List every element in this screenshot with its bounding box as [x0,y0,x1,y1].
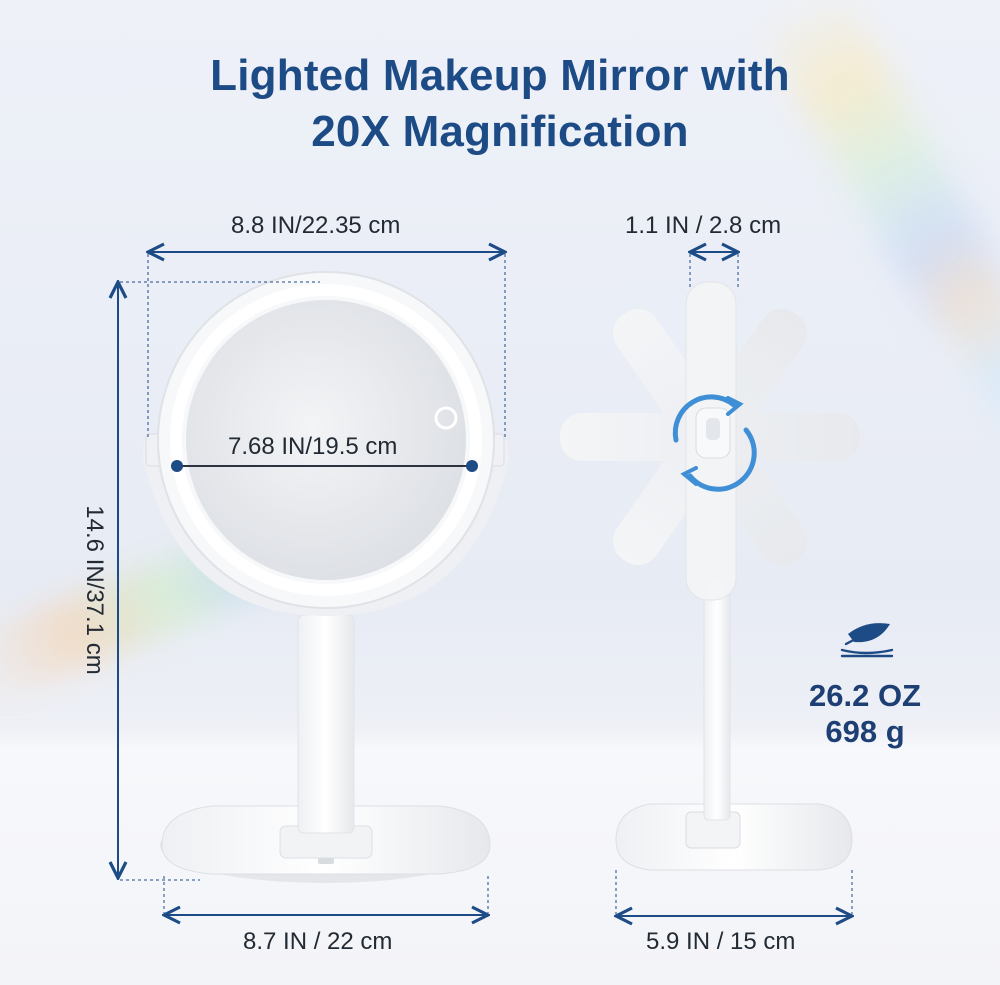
front-dimension-lines [118,252,505,915]
front-mirror [142,271,509,883]
rotate-icon [672,394,757,492]
front-pole [297,614,355,834]
base-width-label: 8.7 IN / 22 cm [243,928,393,955]
headline-line-2: 20X Magnification [311,107,689,156]
height-label: 14.6 IN/37.1 cm [81,505,108,675]
led-ring [170,284,482,596]
usb-port [318,858,334,864]
touch-button-icon [434,406,458,430]
feather-scale-icon [840,623,894,658]
weight-block: 26.2 OZ 698 g [780,678,950,750]
weight-oz: 26.2 OZ [809,678,921,713]
headline: Lighted Makeup Mirror with 20X Magnifica… [0,48,1000,160]
top-width-label: 8.8 IN/22.35 cm [231,212,401,239]
headline-line-1: Lighted Makeup Mirror with [210,51,790,100]
side-pole [703,579,731,821]
hinge-knob [706,418,720,440]
side-dimension-lines [616,252,852,916]
thickness-label: 1.1 IN / 2.8 cm [625,212,782,239]
front-yoke [142,436,509,617]
mirror-diameter-label: 7.68 IN/19.5 cm [228,433,398,460]
side-mirror [560,281,860,871]
mirror-glass [186,300,466,580]
base-depth-label: 5.9 IN / 15 cm [646,928,796,955]
weight-grams: 698 g [825,714,905,749]
